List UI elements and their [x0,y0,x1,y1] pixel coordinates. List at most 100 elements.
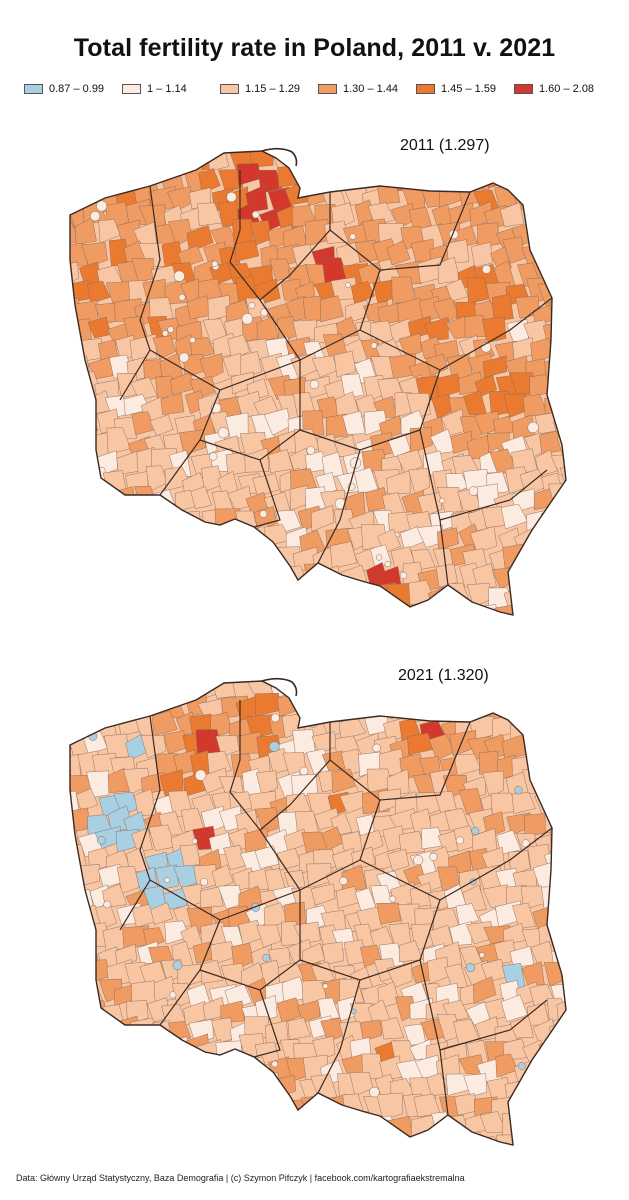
city-district [309,379,319,390]
district-area [227,1090,255,1118]
district-area [240,1110,267,1135]
district-area [304,1131,328,1145]
district-area [154,606,178,615]
district-area [115,564,141,592]
district-area [163,1036,189,1060]
district-area [86,510,109,537]
legend: 0.87 – 0.99 1 – 1.14 1.15 – 1.29 1.30 – … [24,81,614,97]
district-area [569,530,595,554]
city-district [169,991,177,999]
district-area [176,548,203,572]
voivodeship-border [253,989,281,1058]
district-area [240,351,263,378]
district-area [523,205,549,228]
district-area [79,1061,104,1084]
voivodeship-border [259,269,381,361]
district-area [549,299,566,326]
district-area [575,1054,597,1077]
district-area [369,695,391,718]
city-district [90,211,101,222]
district-area [300,1095,328,1120]
district-area [70,963,89,986]
district-area [72,1021,98,1045]
district-area [406,681,428,686]
district-area [561,358,566,381]
district-area [286,681,312,699]
district-area [310,883,336,906]
district-area [70,393,96,416]
district-area [70,398,75,422]
district-area [70,940,81,966]
district-area [409,426,433,454]
district-area [568,787,590,813]
district-area [572,1098,593,1122]
district-area [517,1131,541,1145]
district-area [70,753,81,778]
district-area [522,579,548,605]
district-area [114,1053,137,1078]
hel-peninsula [261,147,298,167]
district-area [179,580,204,605]
district-area [245,1133,272,1145]
voivodeship-border [199,890,301,991]
district-area [563,578,566,606]
district-area [532,751,558,775]
city-district [527,421,539,434]
district-area [154,1091,181,1116]
district-area [172,602,199,615]
district-area [310,505,334,532]
district-area [379,1055,403,1080]
district-area [202,1077,224,1105]
district-area [200,959,224,984]
district-area [529,719,557,742]
legend-item: 0.87 – 0.99 [24,81,104,97]
district-area [541,165,566,190]
district-area [401,681,428,703]
district-area [86,1000,109,1025]
district-area [83,1036,109,1061]
district-area [87,582,115,610]
city-district [479,952,485,958]
district-area [543,545,566,568]
district-area [70,922,71,948]
district-area [457,606,484,615]
district-area [70,470,72,495]
district-area [415,681,439,705]
city-district [334,498,346,510]
district-area [74,599,97,615]
district-area [572,1017,598,1042]
district-area [167,681,195,697]
district-area [359,1019,383,1042]
district-area [178,681,205,684]
district-area [70,166,71,192]
district-area [70,681,92,687]
legend-item: 1 – 1.14 [122,81,187,97]
district-area [312,1035,336,1061]
district-area [350,280,376,305]
district-area [70,1115,75,1140]
district-area [550,262,566,287]
district-area [569,600,595,627]
district-area [129,151,154,171]
district-area [429,698,455,724]
district-area [316,140,343,149]
district-area [154,864,179,890]
district-area [380,681,406,703]
district-area [123,1073,151,1098]
district-area [70,321,71,347]
district-area [166,542,190,568]
legend-label: 1.15 – 1.29 [245,83,301,95]
district-area [70,904,78,931]
district-area [470,241,493,268]
district-area [518,691,545,718]
city-district [384,560,391,568]
district-area [163,681,187,683]
district-area [391,276,416,304]
district-area [572,299,596,325]
district-area [82,1074,108,1099]
city-district [226,191,237,203]
district-area [539,245,562,269]
city-district [299,766,309,776]
district-area [559,694,566,720]
city-district [465,963,476,973]
